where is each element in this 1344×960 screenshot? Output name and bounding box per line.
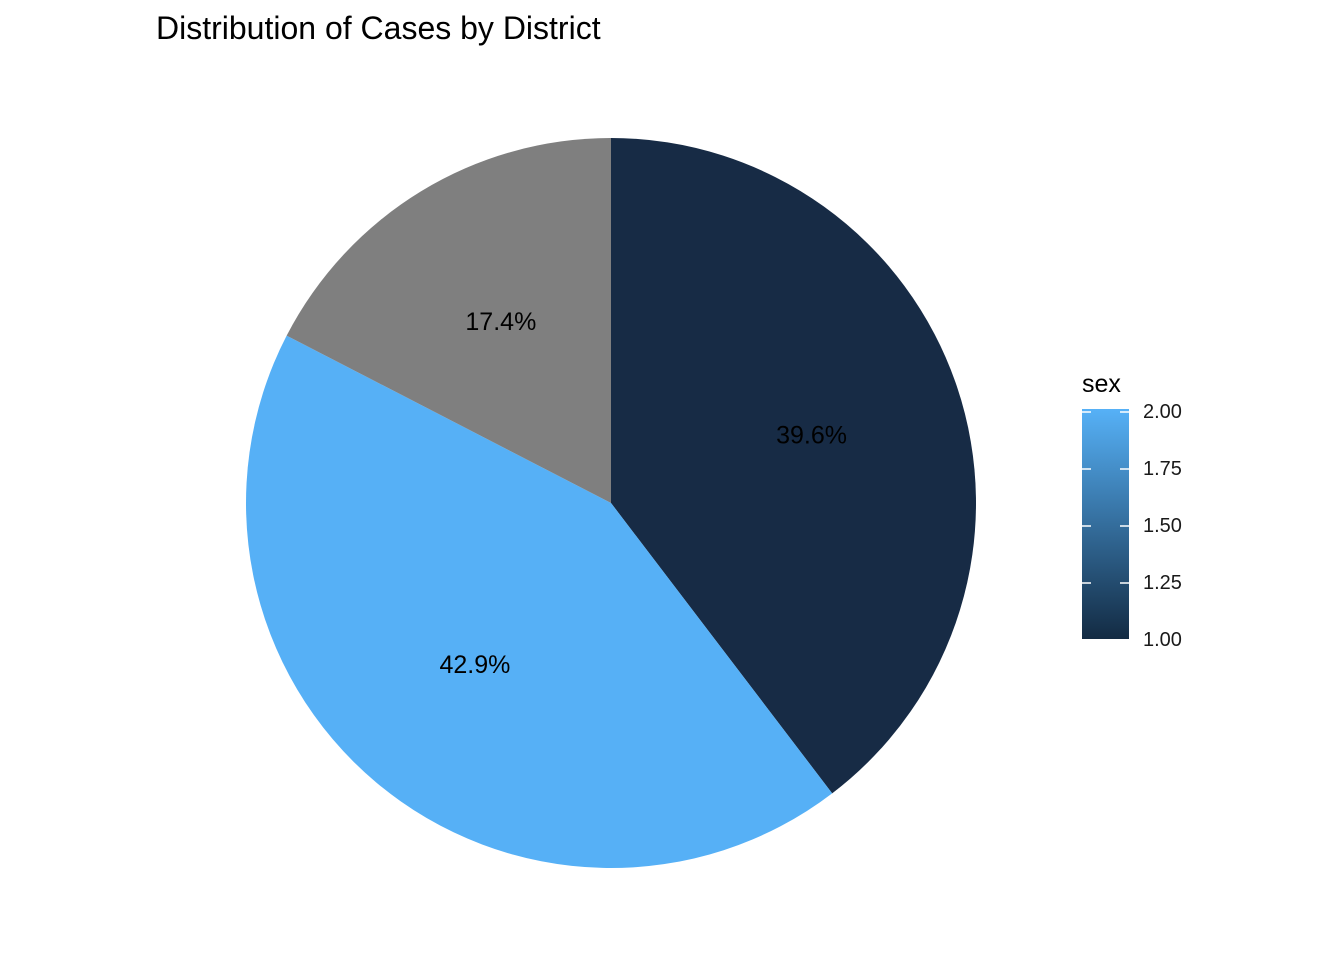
legend-tick-label-4: 2.00 (1143, 401, 1182, 423)
pie-slice-2 (286, 138, 611, 503)
pie-slices (245, 138, 977, 869)
legend-tick-label-2: 1.50 (1143, 515, 1182, 537)
legend-tick-label-1: 1.25 (1143, 572, 1182, 594)
legend: sex 1.00 1.25 1.50 1.75 2.00 (1082, 370, 1182, 651)
legend-colorbar (1082, 409, 1129, 639)
legend-tick-label-3: 1.75 (1143, 458, 1182, 480)
pie-slice-1 (245, 335, 833, 869)
legend-title: sex (1082, 370, 1121, 398)
legend-ticks: 1.00 1.25 1.50 1.75 2.00 (1082, 401, 1182, 651)
pie-slice-label-1: 42.9% (439, 651, 510, 679)
pie-slice-0 (611, 138, 977, 794)
pie-slice-label-2: 17.4% (465, 308, 536, 336)
pie-slice-labels: 39.6% 42.9% 17.4% (439, 308, 847, 679)
legend-tick-label-0: 1.00 (1143, 629, 1182, 651)
chart-title: Distribution of Cases by District (156, 10, 601, 46)
pie-slice-label-0: 39.6% (776, 421, 847, 449)
